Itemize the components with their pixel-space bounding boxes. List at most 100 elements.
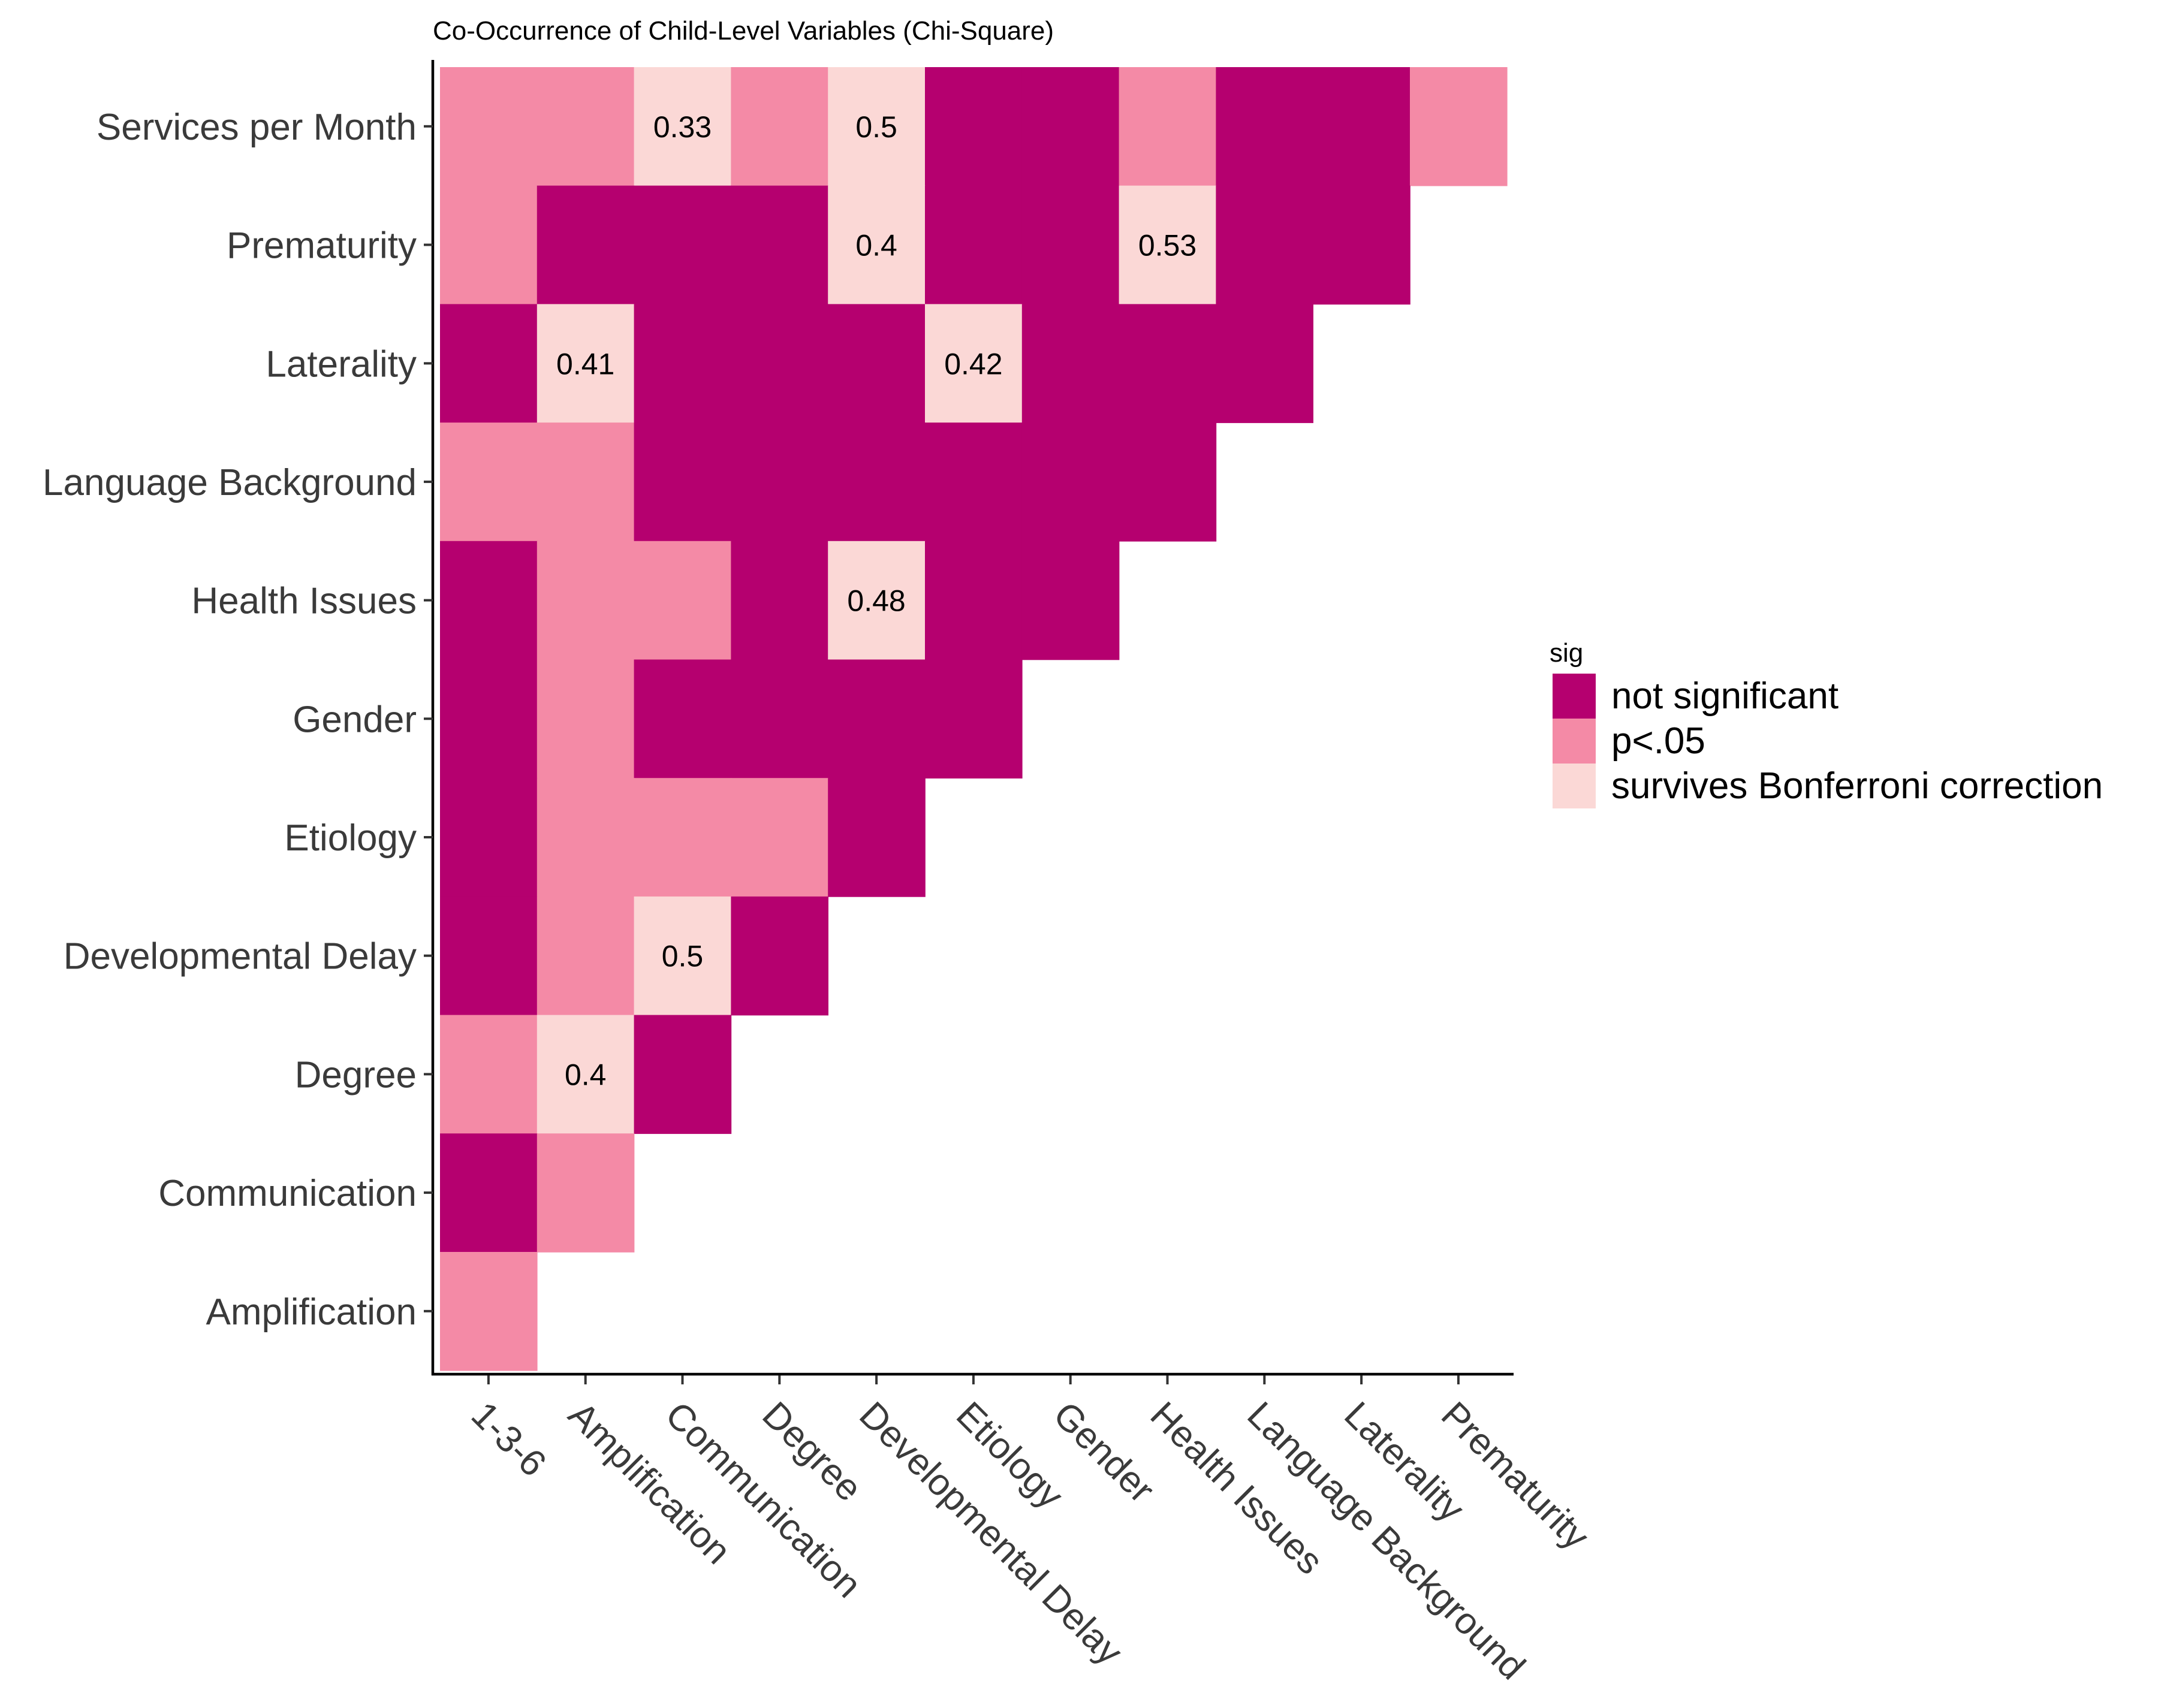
heatmap-cell-services-per-month-degree	[731, 67, 828, 186]
heatmap-cell-laterality-health-issues	[1119, 304, 1217, 423]
heatmap-cell-language-background-etiology	[925, 423, 1023, 542]
legend-swatch-not-significant	[1553, 674, 1596, 719]
heatmap-cell-etiology-1-3-6	[440, 778, 538, 897]
y-axis-ticks: Amplification Communication Degree Developm…	[43, 107, 433, 1333]
y-tick-label-communication: Communication	[158, 1173, 417, 1214]
heatmap-cell-laterality-1-3-6	[440, 304, 538, 423]
heatmap-cell-services-per-month-communication	[634, 67, 732, 186]
heatmap-cell-degree-communication	[634, 1015, 732, 1134]
cell-value-label: 0.42	[944, 347, 1002, 381]
heatmap-cell-services-per-month-developmental-delay	[828, 67, 926, 186]
heatmap-cell-prematurity-etiology	[925, 185, 1023, 305]
heatmap-cell-services-per-month-language-background	[1216, 67, 1313, 186]
heatmap-cell-services-per-month-laterality	[1313, 67, 1410, 186]
cell-value-label: 0.4	[565, 1058, 607, 1091]
heatmap-cell-etiology-developmental-delay	[828, 778, 926, 897]
heatmap-cell-gender-1-3-6	[440, 659, 538, 778]
cell-value-label: 0.5	[855, 110, 897, 144]
y-tick-label-health-issues: Health Issues	[191, 581, 417, 622]
y-tick-label-prematurity: Prematurity	[227, 225, 417, 267]
heatmap-cell-services-per-month-health-issues	[1119, 67, 1217, 186]
heatmap-cell-prematurity-language-background	[1216, 185, 1313, 305]
legend-label-not-significant: not significant	[1611, 675, 1838, 717]
heatmap-cell-services-per-month-prematurity	[1410, 67, 1508, 186]
heatmap-cell-communication-1-3-6	[440, 1133, 538, 1253]
heatmap-cell-health-issues-gender	[1021, 541, 1120, 660]
heatmap-cell-degree-1-3-6	[440, 1015, 538, 1134]
heatmap-cell-prematurity-1-3-6	[440, 185, 538, 305]
cell-value-label: 0.48	[847, 584, 905, 618]
x-tick-label-health-issues: Health Issues	[1143, 1394, 1331, 1582]
heatmap-cell-language-background-amplification	[537, 423, 635, 542]
y-tick-label-developmental-delay: Developmental Delay	[64, 936, 417, 977]
heatmap-cell-services-per-month-gender	[1021, 67, 1120, 186]
heatmap-cell-prematurity-health-issues	[1119, 185, 1217, 305]
heatmap-cell-degree-amplification	[537, 1015, 635, 1134]
legend-swatch-p-05	[1553, 719, 1596, 764]
heatmap-cell-health-issues-degree	[731, 541, 828, 660]
cells-layer	[440, 67, 1508, 1371]
heatmap-cell-etiology-communication	[634, 778, 732, 897]
heatmap-cell-health-issues-communication	[634, 541, 732, 660]
cell-labels-layer: 0.33 0.5 0.4 0.53 0.41 0.42 0.48 0.5 0.4	[556, 110, 1196, 1092]
heatmap-cell-etiology-degree	[731, 778, 828, 897]
heatmap-cell-language-background-health-issues	[1119, 423, 1217, 542]
cell-value-label: 0.4	[855, 229, 897, 262]
heatmap-cell-communication-amplification	[537, 1133, 635, 1253]
heatmap-cell-prematurity-degree	[731, 185, 828, 305]
x-axis-ticks: 1-3-6 AmplificationCommunicationDegreeDev…	[463, 1375, 1597, 1688]
cell-value-label: 0.33	[653, 110, 712, 144]
heatmap-cell-language-background-degree	[731, 423, 828, 542]
heatmap-cell-services-per-month-amplification	[537, 67, 635, 186]
heatmap-cell-gender-degree	[731, 659, 828, 778]
y-tick-label-etiology: Etiology	[284, 817, 417, 859]
heatmap-cell-etiology-amplification	[537, 778, 635, 897]
heatmap-cell-laterality-etiology	[925, 304, 1023, 423]
heatmap-cell-gender-etiology	[925, 659, 1023, 778]
heatmap-cell-laterality-amplification	[537, 304, 635, 423]
legend-title: sig	[1550, 638, 1583, 668]
heatmap-cell-services-per-month-etiology	[925, 67, 1023, 186]
heatmap-cell-laterality-developmental-delay	[828, 304, 926, 423]
heatmap-cell-laterality-degree	[731, 304, 828, 423]
legend-label-p-05: p<.05	[1611, 720, 1705, 762]
heatmap-cell-language-background-1-3-6	[440, 423, 538, 542]
y-tick-label-degree: Degree	[295, 1054, 417, 1096]
heatmap-cell-developmental-delay-degree	[731, 896, 828, 1016]
heatmap-cell-language-background-gender	[1021, 423, 1120, 542]
x-tick-label-prematurity: Prematurity	[1433, 1394, 1597, 1558]
heatmap-cell-developmental-delay-amplification	[537, 896, 635, 1016]
legend-label-survives-bonferroni-correction: survives Bonferroni correction	[1611, 765, 2103, 807]
heatmap-cell-prematurity-amplification	[537, 185, 635, 305]
heatmap-cell-developmental-delay-1-3-6	[440, 896, 538, 1016]
heatmap-cell-gender-communication	[634, 659, 732, 778]
y-tick-label-amplification: Amplification	[206, 1291, 417, 1333]
chart-title: Co-Occurrence of Child-Level Variables (…	[433, 16, 1054, 46]
cell-value-label: 0.53	[1138, 229, 1196, 262]
heatmap-cell-amplification-1-3-6	[440, 1252, 538, 1371]
heatmap-cell-developmental-delay-communication	[634, 896, 732, 1016]
heatmap-cell-gender-developmental-delay	[828, 659, 926, 778]
x-tick-label-1-3-6: 1-3-6	[463, 1394, 554, 1484]
heatmap-cell-health-issues-developmental-delay	[828, 541, 926, 660]
cell-value-label: 0.5	[662, 940, 704, 973]
heatmap-cell-prematurity-developmental-delay	[828, 185, 926, 305]
heatmap-cell-language-background-communication	[634, 423, 732, 542]
heatmap-cell-health-issues-amplification	[537, 541, 635, 660]
y-tick-label-language-background: Language Background	[43, 462, 417, 503]
cell-value-label: 0.41	[556, 347, 614, 381]
y-tick-label-laterality: Laterality	[266, 343, 417, 385]
heatmap-cell-laterality-gender	[1021, 304, 1120, 423]
heatmap-cell-language-background-developmental-delay	[828, 423, 926, 542]
heatmap-cell-health-issues-etiology	[925, 541, 1023, 660]
legend-swatch-survives-bonferroni-correction	[1553, 764, 1596, 808]
y-tick-label-gender: Gender	[293, 699, 417, 740]
heatmap-cell-prematurity-gender	[1021, 185, 1120, 305]
y-tick-label-services-per-month: Services per Month	[97, 107, 417, 148]
heatmap-cell-laterality-language-background	[1216, 304, 1313, 423]
heatmap-cell-gender-amplification	[537, 659, 635, 778]
heatmap-cell-prematurity-laterality	[1313, 185, 1410, 305]
